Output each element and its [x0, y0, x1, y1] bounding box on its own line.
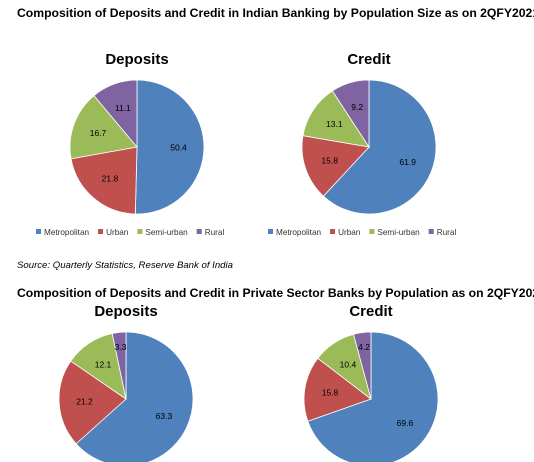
data-label: 15.8 — [322, 388, 339, 398]
pie-chart-3: Deposits 63.3 21.2 12.13.3 — [59, 303, 193, 462]
pie-chart-2: Credit 61.9 15.8 13.1 9.2 Metropolitan Urban Se… — [268, 51, 456, 237]
data-label: 11.1 — [115, 103, 131, 113]
data-label: 61.9 — [399, 157, 416, 167]
chart-legend: Metropolitan Urban Semi-urban Rural — [36, 228, 224, 237]
legend-swatch — [98, 229, 103, 234]
legend-label: Rural — [205, 228, 225, 237]
data-label: 10.4 — [340, 360, 357, 370]
data-label: 69.6 — [397, 418, 414, 428]
legend-label: Metropolitan — [44, 228, 90, 237]
legend-label: Metropolitan — [276, 228, 322, 237]
legend-swatch — [36, 229, 41, 234]
legend-swatch — [137, 229, 142, 234]
legend-label: Semi-urban — [377, 228, 420, 237]
pie-chart-4: Credit 69.6 15.8 10.44.2 — [304, 303, 438, 462]
chart-legend: Metropolitan Urban Semi-urban Rural — [268, 228, 456, 237]
legend-label: Urban — [338, 228, 361, 237]
chart-title: Credit — [349, 303, 392, 320]
legend-swatch — [369, 229, 374, 234]
legend-label: Semi-urban — [145, 228, 188, 237]
pie-chart-1: Deposits 50.4 21.8 16.7 11.1 Metropolitan Urba… — [36, 51, 224, 237]
legend-label: Urban — [106, 228, 129, 237]
data-label: 3.3 — [115, 342, 127, 352]
legend-label: Rural — [437, 228, 457, 237]
legend-swatch — [268, 229, 273, 234]
data-label: 21.8 — [102, 174, 119, 184]
data-label: 13.1 — [326, 119, 343, 129]
legend-swatch — [330, 229, 335, 234]
data-label: 12.1 — [95, 359, 112, 369]
legend-swatch — [197, 229, 202, 234]
data-label: 21.2 — [76, 397, 93, 407]
data-label: 15.8 — [321, 155, 338, 165]
chart-title: Deposits — [94, 303, 157, 320]
chart-title: Credit — [347, 51, 390, 68]
data-label: 63.3 — [156, 411, 173, 421]
data-label: 16.7 — [90, 128, 107, 138]
data-label: 50.4 — [170, 143, 187, 153]
chart-title: Deposits — [105, 51, 168, 68]
data-label: 4.2 — [358, 342, 370, 352]
data-label: 9.2 — [351, 102, 363, 112]
legend-swatch — [429, 229, 434, 234]
